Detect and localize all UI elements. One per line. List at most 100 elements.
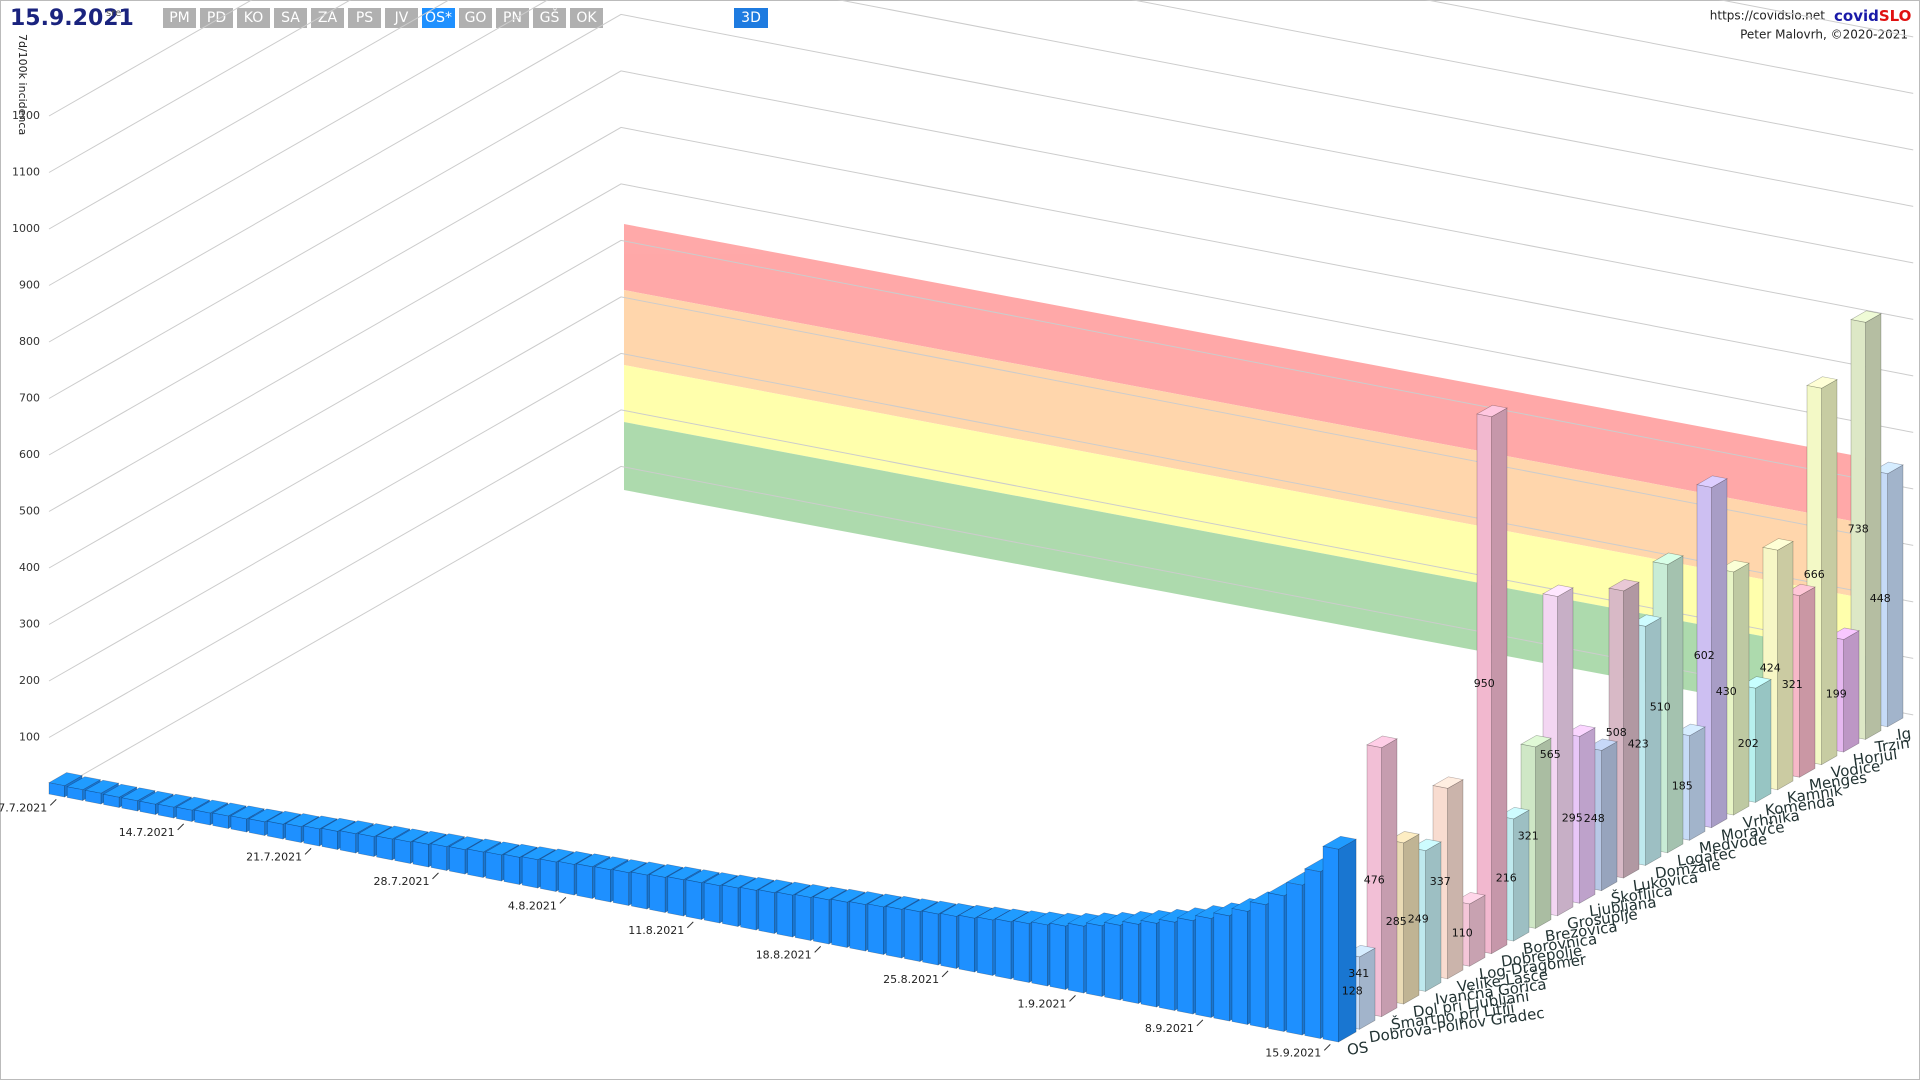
filter-button[interactable] (422, 8, 455, 28)
bar-front (85, 789, 102, 805)
band-red (624, 224, 1873, 525)
x-tick (1323, 1044, 1331, 1051)
filter-button[interactable] (348, 8, 381, 28)
bar-front (230, 815, 247, 833)
bar-front (995, 918, 1012, 980)
data-label: 508 (1606, 726, 1627, 739)
filter-button[interactable] (163, 8, 196, 28)
filter-button-label[interactable]: GŠ (540, 8, 560, 26)
x-tick (432, 872, 439, 880)
data-label: 249 (1408, 913, 1429, 926)
y-tick-label: 900 (19, 279, 40, 292)
bar-front (1177, 917, 1194, 1015)
grid-line (48, 239, 1914, 569)
data-label: 510 (1650, 700, 1671, 713)
bar-front (1158, 919, 1175, 1011)
data-label: 248 (1584, 812, 1605, 825)
bar-front (885, 906, 903, 959)
x-tick (1069, 995, 1076, 1002)
view-button-label[interactable]: 3D (741, 10, 761, 26)
filter-button[interactable] (570, 8, 603, 28)
filter-button[interactable] (311, 8, 344, 28)
bar-front (776, 891, 793, 938)
x-tick-label: 11.8.2021 (628, 924, 684, 937)
filter-button-label[interactable]: OK (576, 10, 597, 26)
data-label: 666 (1804, 568, 1825, 581)
bar-front (1013, 920, 1030, 983)
bar-front (176, 806, 193, 822)
bar-top (1542, 584, 1574, 597)
data-label: 321 (1518, 829, 1539, 842)
filter-button[interactable] (237, 8, 270, 28)
bar-front (485, 851, 502, 882)
filter-button[interactable] (200, 8, 233, 28)
x-tick (177, 823, 185, 831)
row-label: Ig (1896, 724, 1912, 744)
x-tick-label: 14.7.2021 (119, 826, 175, 839)
bar-front (1031, 921, 1048, 987)
bar (1322, 835, 1357, 1043)
bar-top (339, 820, 375, 835)
bar-front (540, 858, 557, 892)
filter-button-label[interactable]: OS* (425, 10, 452, 26)
x-tick-label: 8.9.2021 (1145, 1022, 1194, 1035)
bar-top (448, 836, 484, 851)
bar-front (285, 823, 302, 843)
y-tick-label: 700 (19, 392, 40, 405)
filter-button[interactable] (533, 8, 566, 28)
y-tick-label: 100 (19, 731, 40, 744)
data-label: 950 (1474, 677, 1495, 690)
data-label: 448 (1870, 592, 1891, 605)
bar-front (976, 916, 994, 976)
data-label: 295 (1562, 811, 1583, 824)
bar-front (48, 782, 65, 798)
bar-front (1049, 922, 1066, 990)
x-tick (941, 970, 949, 978)
data-label: 110 (1452, 927, 1473, 940)
grid-line (48, 0, 1914, 286)
filter-button-label[interactable]: GO (465, 10, 487, 26)
header-weekday: sre (106, 8, 121, 19)
bar-front (430, 843, 448, 871)
bar-front (703, 882, 721, 924)
bar-front (212, 812, 229, 829)
filter-button-label[interactable]: PN (503, 10, 522, 26)
row-label: Trzin (1873, 734, 1911, 757)
filter-button-label[interactable]: SA (281, 10, 300, 26)
band-yellow (624, 365, 1873, 657)
bar-front (449, 846, 466, 875)
bar-front (503, 854, 520, 885)
y-tick-label: 300 (19, 618, 40, 631)
bar-top (266, 810, 302, 825)
bar-top (1520, 735, 1552, 748)
bar-front (649, 874, 666, 913)
filter-button-label[interactable]: PS (356, 10, 373, 26)
filter-button-label[interactable]: PD (207, 10, 226, 26)
bars (48, 310, 1904, 1043)
bar-front (194, 809, 211, 826)
bar-front (740, 887, 757, 931)
bar-front (394, 838, 411, 864)
brand-a: covid (1834, 7, 1879, 25)
filter-button-label[interactable]: KO (244, 10, 263, 26)
bar-front (358, 833, 375, 857)
brand: covidSLO (1834, 7, 1911, 25)
filter-button[interactable] (496, 8, 529, 28)
filter-button-label[interactable]: ZA (318, 10, 338, 26)
bar-front (1476, 413, 1492, 954)
grid-line (48, 70, 1914, 399)
filter-button-label[interactable]: JV (394, 10, 409, 26)
view-button[interactable] (734, 8, 768, 28)
filter-button[interactable] (459, 8, 492, 28)
bar-front (576, 863, 593, 899)
filter-button[interactable] (274, 8, 307, 28)
data-label: 565 (1540, 748, 1561, 761)
bar-top (430, 833, 466, 848)
url[interactable]: https://covidslo.net (1710, 9, 1826, 23)
bar-front (121, 797, 138, 812)
filter-button-label[interactable]: PM (169, 10, 190, 26)
y-tick-label: 1000 (12, 222, 40, 235)
filter-button[interactable] (385, 8, 418, 28)
bar-front (1086, 922, 1103, 997)
bar-front (1067, 922, 1084, 994)
